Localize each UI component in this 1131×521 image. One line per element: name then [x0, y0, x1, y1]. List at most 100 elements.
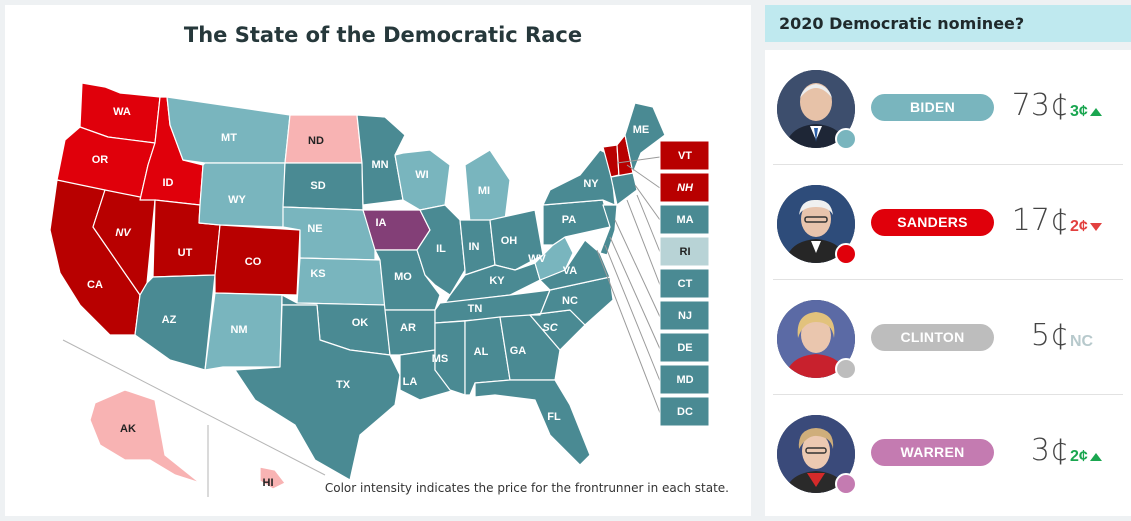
state-il[interactable] — [416, 204, 466, 296]
label-wa: WA — [113, 106, 131, 118]
box-nj[interactable] — [659, 300, 710, 331]
market-question[interactable]: 2020 Democratic nominee? — [765, 5, 1131, 42]
label-al: AL — [474, 346, 489, 358]
label-tn: TN — [468, 303, 483, 315]
pill-clinton[interactable]: CLINTON — [871, 324, 994, 351]
label-mn: MN — [371, 159, 388, 171]
state-tx[interactable] — [234, 304, 401, 481]
candidate-list: BIDEN 73¢ 3¢ SANDERS 17¢ 2¢ CLINTON 5¢ N… — [765, 50, 1131, 516]
state-wv[interactable] — [534, 236, 574, 281]
state-me[interactable] — [624, 102, 666, 174]
pill-warren[interactable]: WARREN — [871, 439, 994, 466]
change-warren: 2¢ — [1070, 448, 1102, 466]
candidate-row-sanders[interactable]: SANDERS 17¢ 2¢ — [765, 165, 1131, 280]
box-label-de: DE — [677, 342, 692, 354]
state-hi[interactable] — [259, 466, 286, 490]
label-mi: MI — [478, 185, 490, 197]
state-ak[interactable] — [89, 389, 201, 484]
state-ia[interactable] — [362, 209, 431, 251]
state-ny[interactable] — [542, 149, 616, 206]
avatar-biden — [777, 70, 855, 148]
label-ny: NY — [583, 178, 599, 190]
label-il: IL — [436, 243, 446, 255]
label-az: AZ — [162, 314, 177, 326]
label-oh: OH — [501, 235, 518, 247]
label-ca: CA — [87, 279, 103, 291]
label-sd: SD — [310, 180, 325, 192]
price-sanders: 17¢ — [1011, 203, 1069, 238]
change-value-biden: 3¢ — [1070, 103, 1088, 120]
box-label-ma: MA — [676, 214, 693, 226]
arrow-up-icon — [1089, 452, 1102, 461]
box-ri[interactable] — [659, 236, 710, 267]
label-ak: AK — [120, 423, 136, 435]
label-ne: NE — [307, 223, 322, 235]
label-nv: NV — [115, 227, 132, 239]
state-mt[interactable] — [166, 96, 291, 164]
pill-biden[interactable]: BIDEN — [871, 94, 994, 121]
state-fl[interactable] — [474, 379, 591, 466]
state-nc[interactable] — [529, 276, 614, 326]
pill-sanders[interactable]: SANDERS — [871, 209, 994, 236]
change-clinton: NC — [1070, 333, 1094, 350]
state-oh[interactable] — [489, 209, 544, 271]
row-divider — [773, 164, 1123, 165]
state-mid-atlantic[interactable] — [599, 204, 618, 256]
label-ia: IA — [376, 217, 387, 229]
candidate-row-warren[interactable]: WARREN 3¢ 2¢ — [765, 395, 1131, 510]
box-vt[interactable] — [659, 140, 710, 171]
status-dot-clinton — [835, 358, 857, 380]
box-label-md: MD — [676, 374, 693, 386]
label-me: ME — [633, 124, 650, 136]
state-az[interactable] — [134, 274, 216, 371]
price-biden: 73¢ — [1011, 88, 1069, 123]
box-label-ri: RI — [680, 246, 691, 258]
label-ks: KS — [310, 268, 325, 280]
label-in: IN — [469, 241, 480, 253]
box-dc[interactable] — [659, 396, 710, 427]
label-sc: SC — [542, 322, 558, 334]
label-id: ID — [163, 177, 174, 189]
avatar-warren — [777, 415, 855, 493]
label-wi: WI — [415, 169, 428, 181]
label-wy: WY — [228, 194, 246, 206]
label-tx: TX — [336, 379, 351, 391]
state-ga[interactable] — [499, 314, 561, 381]
box-label-ct: CT — [678, 278, 693, 290]
us-map: WA OR CA NV ID UT AZ MT WY CO NM ND SD N… — [49, 82, 710, 497]
state-ne-states[interactable] — [610, 172, 638, 206]
state-pa[interactable] — [542, 199, 611, 246]
label-ar: AR — [400, 322, 416, 334]
change-value-warren: 2¢ — [1070, 448, 1088, 465]
label-mo: MO — [394, 271, 412, 283]
box-label-vt: VT — [678, 150, 692, 162]
box-md[interactable] — [659, 364, 710, 395]
status-dot-biden — [835, 128, 857, 150]
state-ks[interactable] — [296, 257, 386, 306]
change-sanders: 2¢ — [1070, 218, 1102, 236]
label-va: VA — [563, 265, 578, 277]
candidate-row-biden[interactable]: BIDEN 73¢ 3¢ — [765, 50, 1131, 165]
box-ma[interactable] — [659, 204, 710, 235]
label-or: OR — [92, 154, 109, 166]
state-ms[interactable] — [434, 320, 466, 396]
map-caption: Color intensity indicates the price for … — [324, 481, 729, 495]
candidate-row-clinton[interactable]: CLINTON 5¢ NC — [765, 280, 1131, 395]
label-mt: MT — [221, 132, 237, 144]
label-la: LA — [403, 376, 418, 388]
box-label-nj: NJ — [678, 310, 692, 322]
label-nc: NC — [562, 295, 578, 307]
state-mi[interactable] — [464, 149, 511, 224]
label-ut: UT — [178, 247, 193, 259]
change-value-sanders: 2¢ — [1070, 218, 1088, 235]
label-wv: WV — [528, 253, 546, 265]
box-de[interactable] — [659, 332, 710, 363]
label-nm: NM — [230, 324, 247, 336]
label-ga: GA — [510, 345, 527, 357]
box-label-dc: DC — [677, 406, 693, 418]
state-nm[interactable] — [204, 292, 283, 371]
label-hi: HI — [263, 477, 274, 489]
row-divider — [773, 279, 1123, 280]
box-ct[interactable] — [659, 268, 710, 299]
box-nh[interactable] — [659, 172, 710, 203]
